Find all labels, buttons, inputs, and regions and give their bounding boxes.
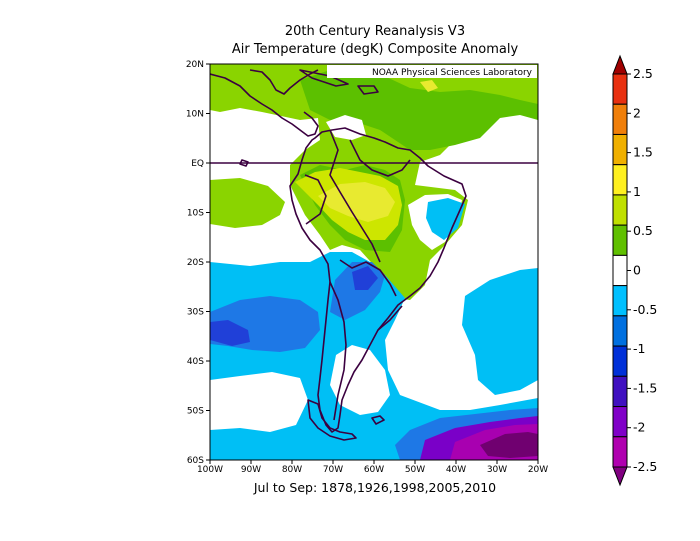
anomaly-region-white-sw bbox=[210, 372, 308, 432]
colorbar-label: 0 bbox=[633, 263, 641, 278]
colorbar-segment bbox=[612, 133, 628, 166]
lon-tick-label: 40W bbox=[446, 465, 466, 475]
anomaly-field bbox=[210, 64, 538, 460]
lon-tick-label: 100W bbox=[197, 465, 223, 475]
border-2 bbox=[349, 139, 411, 177]
colorbar-segment bbox=[612, 315, 628, 347]
colorbar-segment bbox=[612, 194, 628, 226]
colorbar-segment bbox=[612, 254, 628, 287]
coast-central-america bbox=[210, 73, 319, 137]
lat-tick-label: 10N bbox=[186, 110, 204, 120]
colorbar-bottom-arrow bbox=[612, 466, 628, 487]
lat-tick-label: 50S bbox=[187, 407, 204, 417]
credit-box bbox=[327, 65, 537, 78]
credit-text: NOAA Physical Sciences Laboratory bbox=[372, 68, 533, 78]
lat-tick-label: 20S bbox=[187, 258, 204, 268]
anomaly-region-yellow bbox=[318, 182, 395, 222]
colorbar-label: 0.5 bbox=[633, 223, 653, 238]
lon-tick-label: 90W bbox=[241, 465, 261, 475]
coast-tierra-del-fuego bbox=[307, 399, 357, 441]
lon-tick-label: 20W bbox=[528, 465, 548, 475]
colorbar: 2.5 2 1.5 1 0.5 0 -0.5 -1 -1.5 -2 -2.5 bbox=[612, 54, 657, 487]
colorbar-segment bbox=[612, 436, 628, 468]
colorbar-segment bbox=[612, 375, 628, 408]
colorbar-label: 2 bbox=[633, 105, 641, 120]
lon-axis: 100W 90W 80W 70W 60W 50W 40W 30W 20W bbox=[197, 460, 548, 475]
anomaly-region-purple-dark bbox=[480, 432, 538, 458]
border-1 bbox=[329, 129, 381, 263]
colorbar-label: -0.5 bbox=[633, 302, 657, 317]
island-cuba bbox=[299, 69, 349, 87]
border-6 bbox=[377, 305, 403, 331]
colorbar-segment bbox=[612, 285, 628, 317]
anomaly-region-cyan-brazil bbox=[426, 198, 465, 240]
anomaly-region-yellow-north bbox=[420, 80, 438, 92]
colorbar-segment bbox=[612, 345, 628, 377]
anomaly-region-white-caribbean bbox=[326, 115, 366, 140]
lat-axis: 20N 10N EQ 10S 20S 30S 40S 50S 60S bbox=[186, 60, 210, 466]
lon-tick-label: 30W bbox=[487, 465, 507, 475]
lat-tick-label: 40S bbox=[187, 357, 204, 367]
colorbar-segment bbox=[612, 406, 628, 438]
anomaly-region-blue-dark-continent bbox=[352, 266, 378, 290]
border-3 bbox=[304, 174, 327, 225]
title-line-2: Air Temperature (degK) Composite Anomaly bbox=[231, 42, 519, 57]
coast-gulf bbox=[249, 69, 319, 95]
lon-tick-label: 60W bbox=[364, 465, 384, 475]
lat-tick-label: 10S bbox=[187, 209, 204, 219]
colorbar-label: 1 bbox=[633, 184, 641, 199]
coast-south-america bbox=[289, 127, 467, 433]
anomaly-region-blue-dark-pacific bbox=[210, 320, 250, 346]
title-line-1: 20th Century Reanalysis V3 bbox=[284, 24, 466, 39]
coast-falklands bbox=[371, 415, 385, 425]
anomaly-region-green-pacific bbox=[210, 178, 285, 228]
lon-tick-label: 50W bbox=[405, 465, 425, 475]
island-hispaniola bbox=[357, 85, 379, 95]
colorbar-label: -2 bbox=[633, 420, 645, 435]
colorbar-segment bbox=[612, 164, 628, 196]
lat-tick-label: 60S bbox=[187, 456, 204, 466]
lon-tick-label: 80W bbox=[282, 465, 302, 475]
lon-tick-label: 70W bbox=[323, 465, 343, 475]
colorbar-label: -2.5 bbox=[633, 459, 657, 474]
colorbar-label: -1 bbox=[633, 341, 645, 356]
anomaly-region-cyan-atl bbox=[462, 268, 538, 395]
colorbar-label: 1.5 bbox=[633, 145, 653, 160]
border-5 bbox=[329, 281, 347, 421]
colorbar-segment bbox=[612, 103, 628, 135]
border-4 bbox=[339, 259, 397, 297]
lat-tick-label: 30S bbox=[187, 308, 204, 318]
colorbar-label: -1.5 bbox=[633, 380, 657, 395]
caption: Jul to Sep: 1878,1926,1998,2005,2010 bbox=[253, 480, 497, 495]
coastlines bbox=[210, 69, 467, 441]
lat-tick-label: EQ bbox=[191, 159, 204, 169]
colorbar-segment bbox=[612, 73, 628, 105]
lat-tick-label: 20N bbox=[186, 60, 204, 70]
anomaly-region-green-dark bbox=[300, 70, 538, 150]
colorbar-label: 2.5 bbox=[633, 66, 653, 81]
colorbar-top-arrow bbox=[612, 54, 628, 75]
colorbar-segment bbox=[612, 224, 628, 256]
